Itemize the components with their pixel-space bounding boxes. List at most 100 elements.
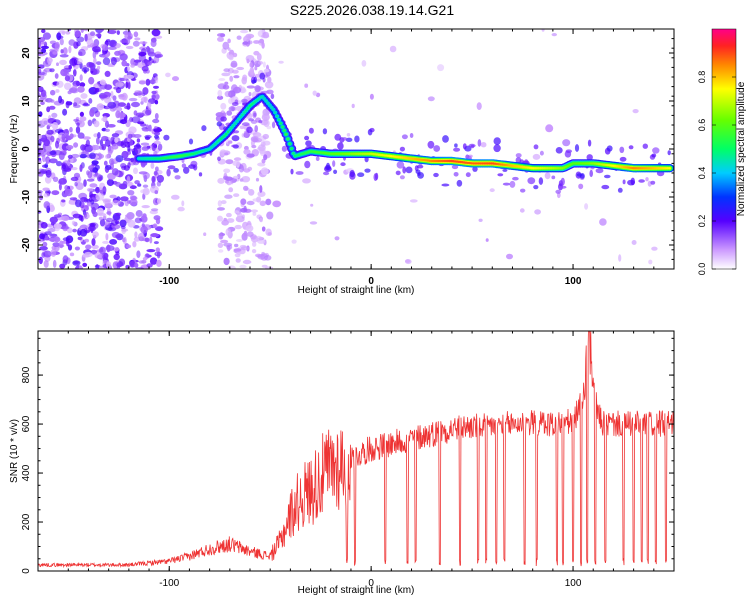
spectrogram-noise-cell xyxy=(42,241,48,247)
spectrogram-ridge-cell xyxy=(546,167,550,170)
spectrogram-noise-cell xyxy=(151,78,155,85)
spectrogram-noise-cell xyxy=(99,94,108,99)
spectrogram-noise-cell xyxy=(183,166,190,174)
spectrogram-noise-cell xyxy=(129,195,137,201)
spectrogram-noise-cell xyxy=(220,102,227,110)
spectrogram-noise-cell xyxy=(233,75,240,79)
spectrogram-noise-cell xyxy=(551,33,557,37)
spectrogram-noise-cell xyxy=(241,76,247,85)
spectrogram-noise-cell xyxy=(79,164,83,172)
spectrogram-noise-cell xyxy=(84,33,88,42)
spectrogram-noise-cell xyxy=(258,120,263,124)
spectrogram-ridge-cell xyxy=(243,111,246,114)
spectrogram-noise-cell xyxy=(559,185,567,189)
spectrogram-noise-cell xyxy=(227,265,236,269)
spectrogram-ridge-cell xyxy=(168,156,172,159)
spectrogram-noise-cell xyxy=(246,231,254,237)
spectrogram-noise-cell xyxy=(389,45,397,53)
spectrogram-ridge-cell xyxy=(263,97,266,101)
spectrogram-ridge-cell xyxy=(553,167,557,170)
spectrogram-ridge-cell xyxy=(363,152,366,155)
spectrogram-ridge-cell xyxy=(239,115,242,119)
spectrogram-noise-cell xyxy=(87,119,93,127)
spectrogram-noise-cell xyxy=(265,198,272,206)
spectrogram-noise-cell xyxy=(221,72,231,77)
spectrogram-noise-cell xyxy=(59,59,67,66)
spectrogram-noise-cell xyxy=(134,180,140,185)
spectrogram-noise-cell xyxy=(79,153,88,159)
spectrogram-noise-cell xyxy=(253,40,260,44)
spectrogram-noise-cell xyxy=(74,246,80,251)
spectrogram-ridge-cell xyxy=(448,159,452,163)
spectrogram-noise-cell xyxy=(70,87,79,94)
spectrogram-xtick-label: -100 xyxy=(159,276,179,287)
snr-axes: -100 0 100 0 200 400 600 800 xyxy=(21,331,675,589)
spectrogram-noise-cell xyxy=(147,61,152,66)
spectrogram-noise-cell xyxy=(217,89,223,97)
spectrogram-ridge-cell xyxy=(226,130,230,134)
spectrogram-noise-cell xyxy=(220,200,227,205)
spectrogram-noise-cell xyxy=(534,209,541,215)
spectrogram-ridge-cell xyxy=(344,152,348,155)
spectrogram-noise-cell xyxy=(618,254,622,262)
spectrogram-noise-cell xyxy=(248,189,255,196)
spectrogram-noise-cell xyxy=(49,216,58,224)
spectrogram-noise-cell xyxy=(97,132,101,139)
spectrogram-noise-cell xyxy=(73,102,78,107)
spectrogram-noise-cell xyxy=(96,137,100,145)
spectrogram-noise-cell xyxy=(233,130,240,134)
spectrogram-ridge-cell xyxy=(143,157,146,160)
spectrogram-noise-cell xyxy=(127,133,133,139)
spectrogram-noise-cell xyxy=(233,157,242,161)
spectrogram-noise-cell xyxy=(88,62,95,68)
spectrogram-ridge-cell xyxy=(639,167,642,170)
spectrogram-ridge-cell xyxy=(477,162,481,165)
spectrogram-noise-cell xyxy=(104,200,112,208)
spectrogram-noise-cell xyxy=(139,41,148,45)
spectrogram-ridge-cell xyxy=(261,95,264,98)
spectrogram-noise-cell xyxy=(243,230,248,237)
spectrogram-noise-cell xyxy=(153,171,158,176)
spectrogram-ridge-cell xyxy=(444,159,448,163)
spectrogram-noise-cell xyxy=(40,101,45,106)
spectrogram-noise-cell xyxy=(77,132,85,139)
spectrogram-noise-cell xyxy=(165,72,171,78)
spectrogram-ridge-cell xyxy=(210,146,213,149)
spectrogram-noise-cell xyxy=(115,82,124,87)
spectrogram-xtick-label: 100 xyxy=(565,276,582,287)
spectrogram-noise-cell xyxy=(91,238,96,246)
spectrogram-noise-cell xyxy=(111,200,121,206)
spectrogram-noise-cell xyxy=(260,119,269,126)
spectrogram-ridge-cell xyxy=(366,152,370,155)
spectrogram-noise-cell xyxy=(79,116,87,122)
spectrogram-ridge-cell xyxy=(246,107,250,110)
spectrogram-noise-cell xyxy=(105,217,113,223)
spectrogram-noise-cell xyxy=(586,154,593,161)
spectrogram-noise-cell xyxy=(622,179,626,185)
spectrogram-ridge-cell xyxy=(633,167,637,170)
spectrogram-ridge-cell xyxy=(357,152,361,155)
spectrogram-xtick-label: 0 xyxy=(368,276,374,287)
spectrogram-noise-cell xyxy=(261,251,265,256)
spectrogram-noise-cell xyxy=(266,125,271,130)
spectrogram-noise-cell xyxy=(304,160,311,169)
spectrogram-noise-cell xyxy=(454,143,458,148)
spectrogram-ridge-cell xyxy=(215,141,219,144)
spectrogram-noise-cell xyxy=(56,244,65,248)
spectrogram-ridge-cell xyxy=(235,120,239,123)
spectrogram-noise-cell xyxy=(334,236,340,241)
spectrogram-noise-cell xyxy=(217,156,221,162)
spectrogram-noise-cell xyxy=(46,106,51,113)
spectrogram-noise-cell xyxy=(137,232,145,241)
spectrogram-noise-cell xyxy=(239,125,245,130)
spectrogram-noise-cell xyxy=(39,169,48,174)
spectrogram-noise-cell xyxy=(153,140,161,145)
spectrogram-noise-cell xyxy=(120,140,127,148)
spectrogram-noise-cell xyxy=(51,112,58,118)
spectrogram-ridge-cell xyxy=(446,159,450,163)
spectrogram-ridge-cell xyxy=(651,167,655,170)
spectrogram-noise-cell xyxy=(244,131,249,138)
spectrogram-noise-cell xyxy=(433,145,441,152)
spectrogram-ridge-cell xyxy=(353,152,357,155)
spectrogram-ridge-cell xyxy=(390,155,393,158)
